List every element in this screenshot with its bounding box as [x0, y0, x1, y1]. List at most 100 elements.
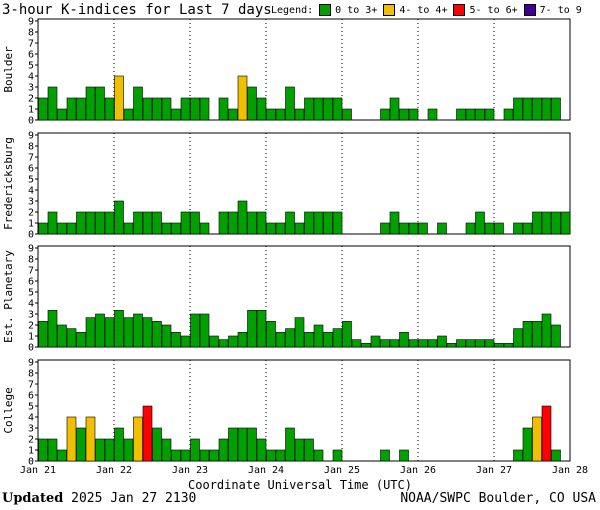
y-tick-label: 3 — [28, 197, 34, 208]
y-tick-label: 9 — [28, 358, 34, 369]
k-index-bar — [323, 332, 333, 348]
k-index-bar — [47, 438, 58, 462]
k-index-bar — [427, 339, 438, 348]
k-index-bar — [418, 222, 428, 235]
k-index-bar — [551, 211, 561, 235]
k-index-bar — [247, 310, 257, 348]
y-tick-label: 8 — [28, 255, 34, 266]
x-tick-label: Jan 21 — [20, 465, 56, 476]
k-index-bar — [560, 211, 571, 235]
k-index-bar — [266, 449, 276, 462]
k-index-bar — [532, 97, 542, 121]
y-tick-label: 0 — [28, 343, 34, 354]
k-index-bar — [475, 339, 485, 348]
k-index-bar — [541, 97, 552, 121]
y-tick-label: 0 — [28, 116, 34, 127]
k-index-bar — [209, 449, 219, 462]
k-index-bar — [484, 339, 495, 348]
k-index-bar — [465, 222, 476, 235]
k-index-bar — [275, 332, 286, 348]
y-tick-label: 2 — [28, 321, 34, 332]
k-index-bar — [57, 449, 67, 462]
x-tick-label: Jan 28 — [552, 465, 588, 476]
k-index-bar — [228, 335, 238, 348]
k-index-bar — [133, 416, 143, 462]
k-index-bar — [275, 449, 286, 462]
y-tick-label: 4 — [28, 186, 34, 197]
y-tick-label: 7 — [28, 39, 34, 50]
k-index-bar — [104, 97, 115, 121]
k-index-bar — [47, 211, 58, 235]
k-index-bar — [228, 211, 238, 235]
k-index-bar — [513, 449, 523, 462]
k-index-bar — [332, 211, 343, 235]
station-label: Est. Planetary — [2, 250, 15, 343]
k-index-bar — [275, 108, 286, 121]
k-index-bar — [456, 339, 466, 348]
data-source: NOAA/SWPC Boulder, CO USA — [400, 491, 596, 506]
k-index-bar — [532, 416, 542, 462]
k-index-bar — [494, 222, 504, 235]
k-index-bar — [114, 427, 124, 462]
y-tick-label: 6 — [28, 391, 34, 402]
k-index-bar — [171, 449, 181, 462]
x-tick-label: Jan 22 — [96, 465, 132, 476]
k-index-bar — [256, 211, 267, 235]
k-index-bar — [294, 222, 305, 235]
k-index-bar — [247, 86, 257, 121]
k-index-bar — [351, 339, 362, 348]
k-index-bar — [38, 97, 48, 121]
legend-item-5to6: 5- to 6+ — [469, 4, 518, 16]
k-index-bar — [294, 317, 305, 348]
k-index-bar — [484, 222, 495, 235]
k-index-bar — [304, 211, 314, 235]
updated-timestamp: Updated 2025 Jan 27 2130 — [2, 491, 196, 506]
updated-value: 2025 Jan 27 2130 — [71, 491, 197, 506]
x-tick-label: Jan 26 — [400, 465, 436, 476]
k-index-bar — [237, 75, 248, 121]
k-index-bar — [551, 97, 561, 121]
k-index-bar — [152, 211, 162, 235]
k-index-bar — [180, 335, 191, 348]
k-index-bar — [199, 313, 210, 348]
x-axis-label: Coordinate Universal Time (UTC) — [188, 478, 412, 492]
k-index-bar — [370, 335, 381, 348]
y-tick-label: 7 — [28, 266, 34, 277]
k-index-bar — [190, 97, 200, 121]
k-index-bar — [237, 332, 248, 348]
k-index-bar — [171, 222, 181, 235]
k-index-bar — [123, 317, 134, 348]
y-tick-label: 1 — [28, 105, 34, 116]
k-index-bar — [133, 211, 143, 235]
y-tick-label: 0 — [28, 457, 34, 468]
k-index-bar — [437, 335, 447, 348]
k-index-bar — [47, 310, 58, 348]
k-index-bar — [256, 97, 267, 121]
k-index-bar — [427, 108, 438, 121]
y-tick-label: 3 — [28, 424, 34, 435]
k-index-bar — [389, 211, 400, 235]
k-index-bar — [456, 108, 466, 121]
k-index-bar — [161, 222, 172, 235]
k-index-bar — [285, 328, 295, 348]
k-index-bar — [408, 339, 419, 348]
k-index-bar — [389, 97, 400, 121]
k-index-bar — [532, 211, 542, 235]
y-tick-label: 9 — [28, 17, 34, 28]
k-index-bar — [47, 86, 58, 121]
k-index-bar — [218, 339, 229, 348]
k-index-bar — [380, 339, 390, 348]
x-tick-label: Jan 25 — [324, 465, 360, 476]
k-index-bar — [218, 97, 229, 121]
k-index-bar — [342, 321, 352, 348]
k-index-bar — [199, 222, 210, 235]
k-index-bar — [133, 86, 143, 121]
k-index-bar — [76, 427, 86, 462]
k-index-bar — [522, 321, 533, 348]
k-index-bar — [85, 86, 96, 121]
x-tick-label: Jan 24 — [248, 465, 284, 476]
panel-frame — [37, 18, 571, 121]
k-index-bar — [171, 108, 181, 121]
legend: Legend: 0 to 3+ 4- to 4+ 5- to 6+ 7- to … — [271, 4, 584, 16]
